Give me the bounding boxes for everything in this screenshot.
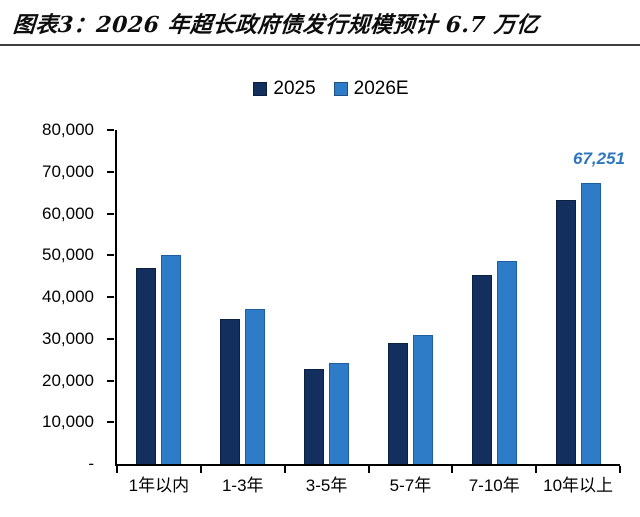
- y-axis-label: -: [88, 454, 94, 473]
- bar-2025: [220, 318, 241, 464]
- bar-2025: [387, 342, 408, 464]
- x-tick-mark: [451, 466, 454, 473]
- category-group: [201, 130, 285, 464]
- bar-2026E: [245, 309, 266, 464]
- legend-label-2025: 2025: [273, 78, 316, 99]
- category-group: [117, 130, 201, 464]
- y-axis-label: 10,000: [42, 412, 94, 432]
- category-group: [285, 130, 369, 464]
- y-axis-label: 60,000: [42, 203, 94, 223]
- bar-2026E: [496, 261, 517, 464]
- x-tick-mark: [367, 466, 370, 473]
- title-divider: [0, 44, 640, 46]
- bar-2025: [136, 268, 157, 464]
- y-tick-mark: [107, 170, 114, 173]
- bar-2026E: [329, 362, 350, 464]
- y-axis-label: 70,000: [42, 161, 94, 181]
- legend-swatch-2026e: [333, 82, 348, 96]
- y-tick-mark: [107, 421, 114, 424]
- bar-2025: [304, 369, 325, 464]
- y-axis-label: 20,000: [42, 370, 94, 390]
- x-tick-mark: [283, 466, 286, 473]
- y-axis-line: [115, 130, 117, 466]
- y-axis-label: 50,000: [42, 245, 94, 265]
- y-axis-label: 30,000: [42, 328, 94, 348]
- y-tick-mark: [107, 296, 114, 298]
- legend-swatch-2025: [253, 82, 268, 96]
- y-tick-mark: [107, 337, 114, 340]
- y-axis-label: 80,000: [42, 120, 94, 139]
- x-tick-mark: [199, 466, 202, 473]
- y-tick-mark: [107, 254, 114, 257]
- bar-2026E: [580, 183, 601, 464]
- y-tick-mark: [107, 379, 114, 382]
- legend-item-2025: 2025: [253, 78, 316, 100]
- x-tick-mark: [535, 466, 538, 473]
- bar-annotation: 67,251: [573, 149, 625, 168]
- x-axis-line: [115, 464, 620, 466]
- category-group: [536, 130, 620, 464]
- bar-2025: [471, 274, 492, 464]
- bar-2026E: [161, 255, 182, 464]
- y-tick-mark: [107, 212, 114, 215]
- legend-label-2026e: 2026E: [353, 78, 409, 99]
- x-axis-label: 1-3年: [221, 476, 264, 495]
- category-group: [369, 130, 453, 464]
- x-axis-label: 3-5年: [305, 476, 348, 495]
- y-tick-mark: [107, 129, 114, 131]
- x-tick-mark: [116, 466, 118, 473]
- x-tick-mark: [619, 466, 621, 473]
- x-axis-label: 7-10年: [468, 476, 520, 495]
- legend-item-2026e: 2026E: [333, 78, 409, 100]
- x-axis-label: 10年以上: [543, 476, 614, 495]
- chart-legend: 2025 2026E: [0, 78, 640, 100]
- category-group: [452, 130, 536, 464]
- bar-2025: [555, 199, 576, 464]
- x-axis-label: 5-7年: [389, 476, 432, 495]
- y-axis-label: 40,000: [42, 287, 94, 306]
- bar-2026E: [412, 334, 433, 464]
- x-axis-label: 1年以内: [128, 476, 190, 495]
